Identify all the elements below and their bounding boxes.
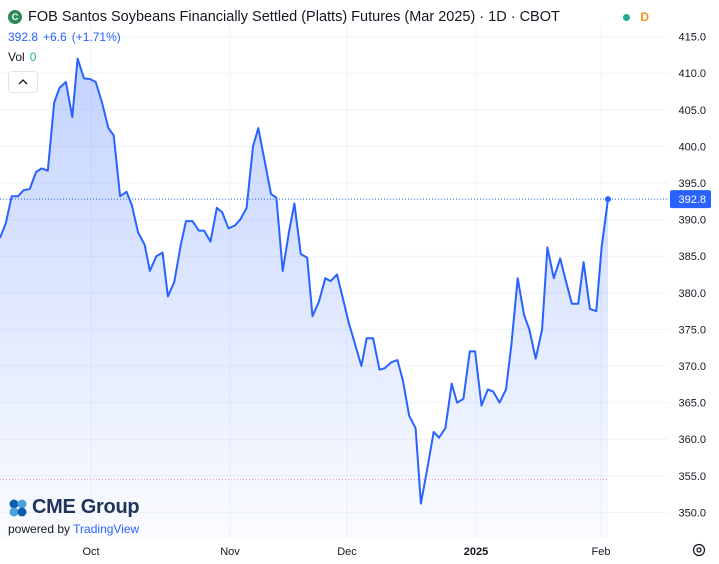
powered-by: powered by TradingView bbox=[8, 522, 140, 536]
x-tick-label: Dec bbox=[337, 546, 357, 558]
chevron-up-icon bbox=[18, 79, 28, 85]
volume-label: Vol bbox=[8, 50, 25, 64]
y-tick-label: 395.0 bbox=[678, 178, 706, 190]
x-tick-label: Nov bbox=[220, 546, 240, 558]
x-tick-label: Oct bbox=[82, 546, 99, 558]
last-price: 392.8 bbox=[8, 30, 39, 44]
volume-value: 0 bbox=[29, 50, 37, 64]
tradingview-link[interactable]: TradingView bbox=[73, 522, 140, 536]
y-tick-label: 370.0 bbox=[678, 361, 706, 373]
volume-legend: Vol 0 bbox=[8, 50, 36, 64]
cme-group-text: CME Group bbox=[32, 496, 140, 518]
y-tick-label: 415.0 bbox=[678, 32, 706, 44]
cme-logo: CME Group bbox=[8, 496, 140, 519]
gear-icon[interactable] bbox=[692, 543, 706, 557]
cme-globe-icon bbox=[9, 499, 27, 516]
y-axis: 350.0 355.0 360.0 365.0 370.0 375.0 380.0 385.0… bbox=[678, 32, 706, 520]
price-change-percent: (+1.71%) bbox=[71, 30, 121, 44]
last-price-label: 392.8 bbox=[678, 194, 706, 206]
market-status: D bbox=[623, 10, 649, 24]
delayed-data-badge[interactable]: D bbox=[640, 10, 649, 24]
price-change: +6.6 bbox=[43, 30, 67, 44]
y-tick-label: 405.0 bbox=[678, 105, 706, 117]
y-tick-label: 380.0 bbox=[678, 288, 706, 300]
y-tick-label: 390.0 bbox=[678, 215, 706, 227]
y-tick-label: 360.0 bbox=[678, 434, 706, 446]
last-price-label-bg bbox=[670, 190, 711, 209]
market-open-dot-icon bbox=[623, 13, 631, 21]
last-price-point bbox=[605, 196, 611, 203]
x-tick-label: 2025 bbox=[464, 546, 488, 558]
y-tick-label: 350.0 bbox=[678, 507, 706, 519]
x-axis: Oct Nov Dec 2025 Feb bbox=[82, 546, 610, 558]
y-tick-label: 400.0 bbox=[678, 141, 706, 153]
quote-line: 392.8 +6.6 (+1.71%) bbox=[8, 30, 121, 44]
symbol-title[interactable]: FOB Santos Soybeans Financially Settled … bbox=[28, 9, 560, 25]
y-tick-label: 385.0 bbox=[678, 251, 706, 263]
chart-header: C FOB Santos Soybeans Financially Settle… bbox=[8, 6, 629, 28]
x-tick-label: Feb bbox=[592, 546, 611, 558]
price-area-fill bbox=[0, 58, 608, 538]
y-tick-label: 410.0 bbox=[678, 68, 706, 80]
y-tick-label: 365.0 bbox=[678, 398, 706, 410]
price-line bbox=[0, 57, 609, 505]
y-tick-label: 355.0 bbox=[678, 471, 706, 483]
collapse-legend-button[interactable] bbox=[8, 71, 38, 93]
y-tick-label: 375.0 bbox=[678, 324, 706, 336]
exchange-logo-icon: C bbox=[8, 10, 22, 24]
branding[interactable]: CME Group powered by TradingView bbox=[8, 496, 140, 536]
